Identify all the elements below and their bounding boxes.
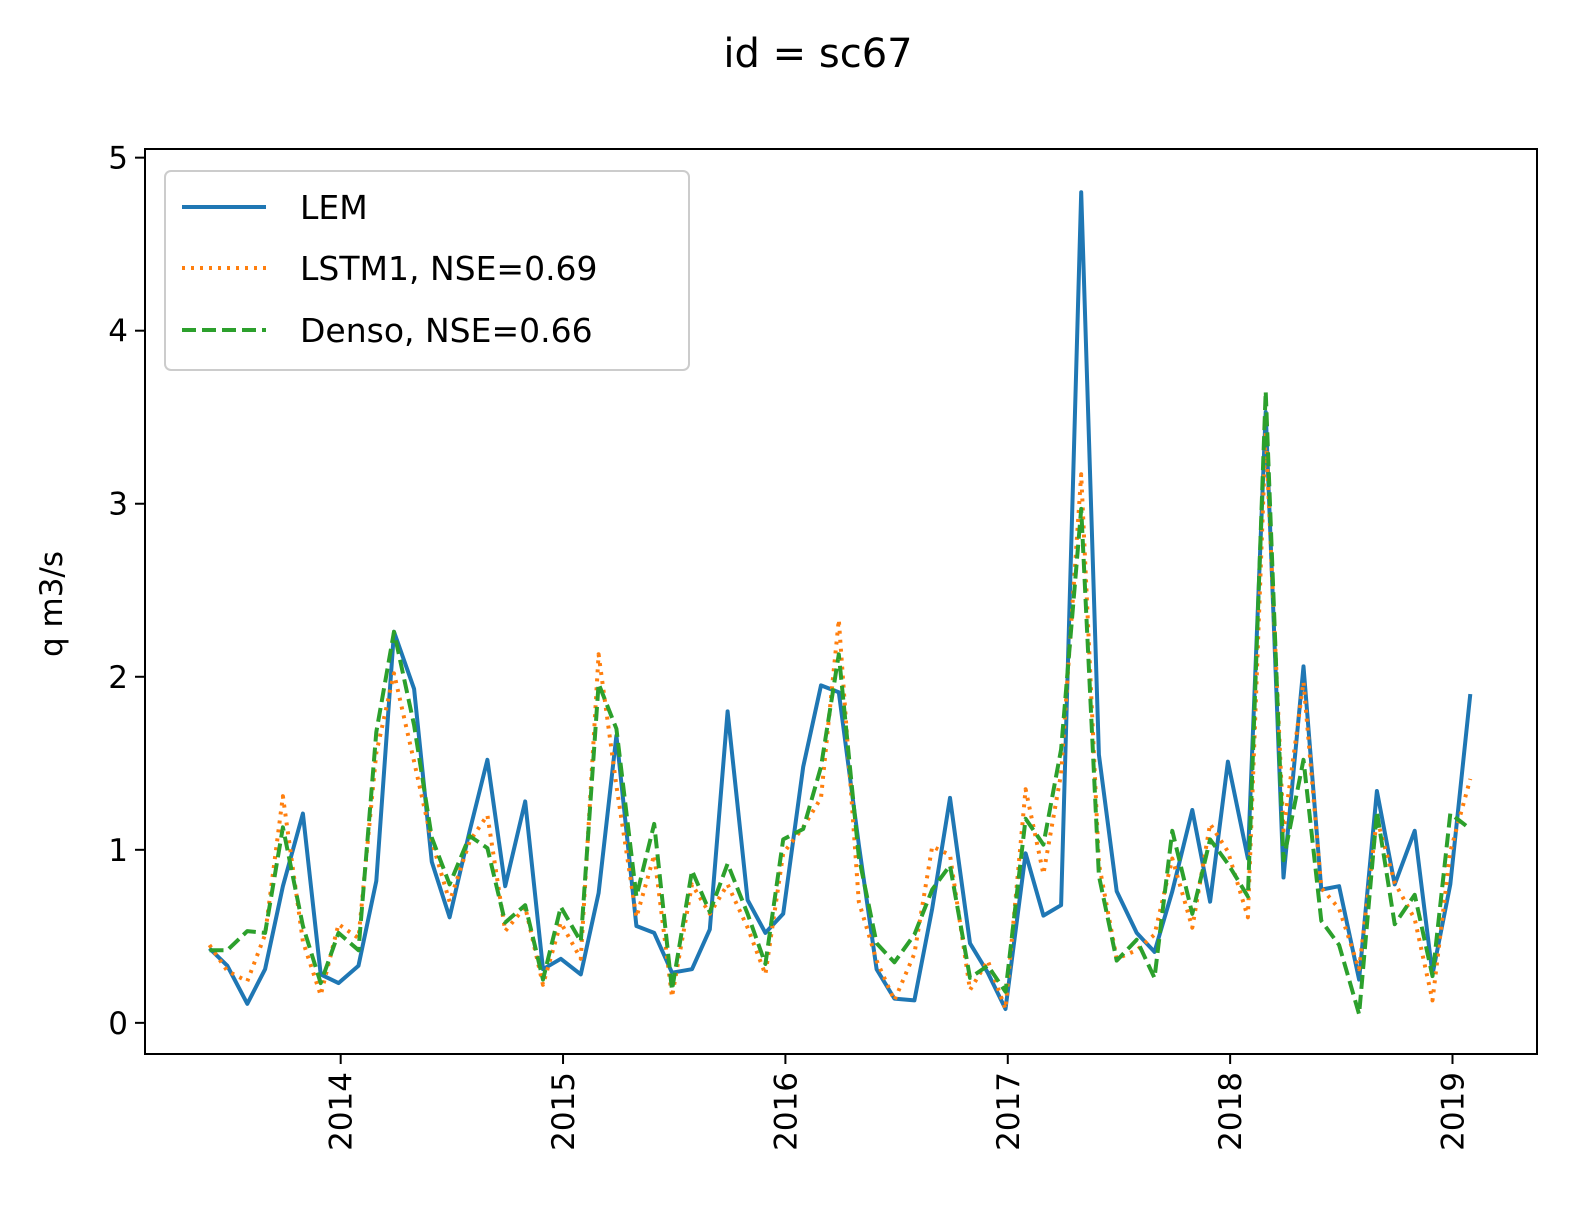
legend-label-lem: LEM <box>300 188 368 227</box>
y-tick-label: 2 <box>108 660 128 696</box>
y-tick-label: 5 <box>108 141 128 177</box>
legend-box <box>164 170 690 371</box>
series-line-1 <box>207 430 1473 1011</box>
chart-title: id = sc67 <box>723 31 912 77</box>
legend-label-lstm1: LSTM1, NSE=0.69 <box>300 249 598 288</box>
x-tick-label: 2014 <box>324 1072 360 1151</box>
y-axis-label: q m3/s <box>34 551 70 657</box>
x-tick-label: 2019 <box>1436 1072 1472 1151</box>
axis-layer: 2014 2015 2016 2017 2018 2019 0 1 2 3 4 5 <box>108 141 1471 1151</box>
x-tick-label: 2018 <box>1213 1072 1249 1151</box>
y-tick-label: 0 <box>108 1006 128 1042</box>
x-tick-label: 2015 <box>546 1072 582 1151</box>
plot-area-frame <box>144 148 1538 1055</box>
y-tick-label: 1 <box>108 833 128 869</box>
legend: LEM LSTM1, NSE=0.69 Denso, NSE=0.66 <box>164 170 690 371</box>
series-layer <box>207 190 1473 1017</box>
legend-label-denso: Denso, NSE=0.66 <box>300 311 593 350</box>
x-tick-label: 2016 <box>768 1072 804 1151</box>
y-tick-label: 4 <box>108 314 128 350</box>
series-line-2 <box>209 389 1472 1017</box>
y-tick-label: 3 <box>108 487 128 523</box>
x-tick-label: 2017 <box>991 1072 1027 1151</box>
